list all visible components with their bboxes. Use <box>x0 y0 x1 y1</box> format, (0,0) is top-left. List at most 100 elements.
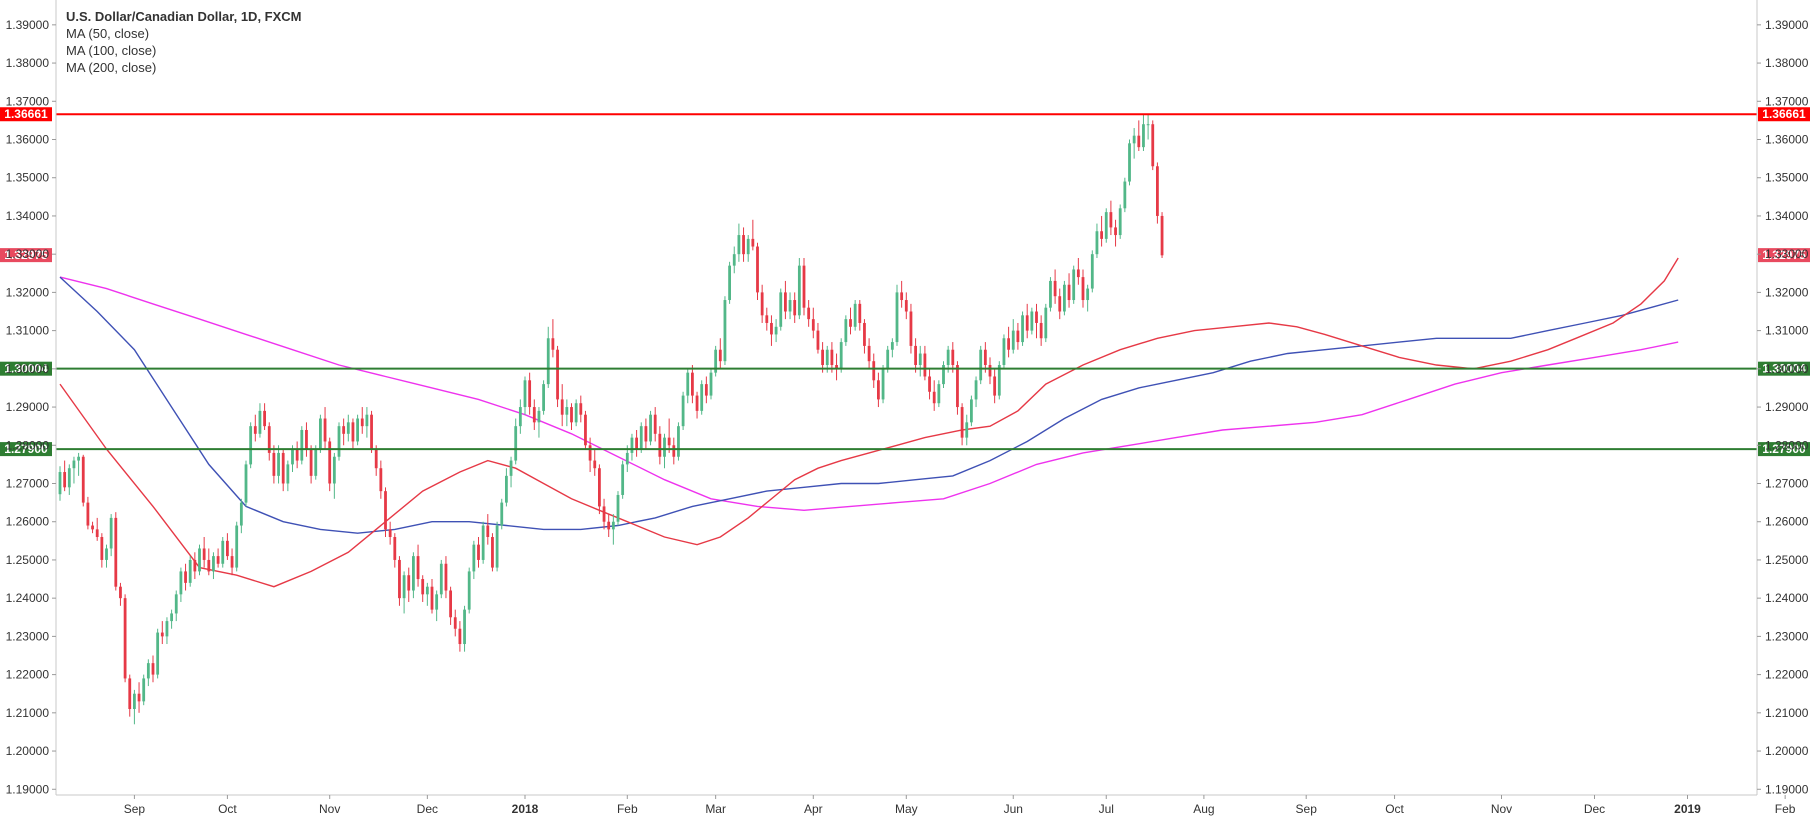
candle-body <box>1146 124 1150 126</box>
candle <box>244 460 248 507</box>
y-tick-label-right: 1.29000 <box>1765 400 1809 414</box>
x-tick-label: Nov <box>319 802 340 816</box>
candle-body <box>746 238 750 255</box>
last-price-tag-left: 1.32975 <box>4 248 48 262</box>
candle <box>756 242 759 301</box>
candle <box>509 456 513 488</box>
candle <box>402 571 406 614</box>
candle <box>407 567 411 602</box>
candle-body <box>1007 338 1010 350</box>
candle-body <box>351 422 355 442</box>
candle-body <box>221 540 225 564</box>
candle <box>1016 322 1020 350</box>
candle <box>95 517 99 541</box>
candle <box>1095 223 1099 258</box>
x-tick-label: Jul <box>1099 802 1114 816</box>
candle <box>1123 177 1127 213</box>
candle-body <box>444 563 448 591</box>
candle <box>1067 273 1071 308</box>
candle-body <box>230 556 234 568</box>
candle-body <box>156 632 160 675</box>
price-level-tag-right: 1.27900 <box>1762 442 1806 456</box>
candle-body <box>491 537 494 568</box>
candle-body <box>295 449 299 461</box>
candle-body <box>560 399 564 415</box>
candle <box>1118 204 1122 239</box>
candle-body <box>109 517 113 549</box>
y-tick-label-right: 1.35000 <box>1765 171 1809 185</box>
candle <box>1007 326 1010 358</box>
candle-body <box>565 407 569 415</box>
candle-body <box>709 372 713 396</box>
y-tick-label-left: 1.29000 <box>6 400 50 414</box>
candle-body <box>737 235 741 255</box>
candle <box>500 498 504 530</box>
candle-body <box>151 663 155 675</box>
x-tick-label: Oct <box>218 802 237 816</box>
candle <box>337 422 341 461</box>
y-tick-label-right: 1.22000 <box>1765 668 1809 682</box>
candle <box>779 288 783 331</box>
x-tick-label: Jun <box>1004 802 1023 816</box>
candle <box>216 548 220 568</box>
candle <box>472 540 476 580</box>
candle-body <box>133 693 136 710</box>
candle-body <box>802 265 806 308</box>
candle-body <box>174 594 178 614</box>
candle-body <box>1160 215 1164 256</box>
y-tick-label-right: 1.23000 <box>1765 629 1809 643</box>
candle-body <box>253 426 257 434</box>
candle <box>207 548 211 576</box>
candle <box>1146 114 1150 140</box>
candle <box>1039 315 1043 346</box>
price-level-tag-left: 1.36661 <box>4 107 48 121</box>
x-tick-label: Aug <box>1193 802 1214 816</box>
candle <box>751 219 755 251</box>
candle-body <box>895 292 899 343</box>
candle-body <box>1128 143 1131 182</box>
candle <box>365 407 369 438</box>
candle-body <box>370 414 373 450</box>
candle-body <box>784 292 787 312</box>
candle-body <box>393 537 397 560</box>
y-tick-label-left: 1.23000 <box>6 629 50 643</box>
candle-body <box>844 319 848 343</box>
candle <box>170 609 173 629</box>
candle-body <box>398 559 401 599</box>
candle <box>253 414 257 442</box>
candle-body <box>226 540 229 557</box>
candle <box>58 466 62 501</box>
y-tick-label-right: 1.38000 <box>1765 56 1809 70</box>
candle-body <box>890 342 894 350</box>
candle <box>1081 269 1085 308</box>
candle <box>979 345 983 385</box>
candle <box>128 674 132 717</box>
candle <box>858 300 862 331</box>
price-level-tag-left: 1.27900 <box>4 442 48 456</box>
candle-body <box>821 349 824 366</box>
candle <box>1044 303 1048 343</box>
price-level-tag-left-bg <box>0 107 52 122</box>
candle <box>258 403 262 438</box>
price-levels: 1.36661 1.36661 1.30004 1.30004 1.27900 1.279… <box>0 107 1810 457</box>
candle <box>877 372 880 408</box>
candle-body <box>900 292 904 301</box>
candle-body <box>983 349 987 366</box>
candle-body <box>546 338 550 385</box>
candle <box>993 368 997 404</box>
candle <box>444 556 448 599</box>
candle-body <box>193 559 197 572</box>
candle <box>579 395 583 423</box>
candle <box>723 296 727 366</box>
candle <box>746 235 750 262</box>
candle <box>184 563 187 591</box>
candle <box>528 372 532 415</box>
candle-body <box>365 414 369 427</box>
candle-body <box>914 345 917 366</box>
candle <box>1035 303 1038 339</box>
price-level-tag-right: 1.36661 <box>1762 107 1806 121</box>
candle-body <box>72 460 76 469</box>
candle <box>165 617 169 645</box>
